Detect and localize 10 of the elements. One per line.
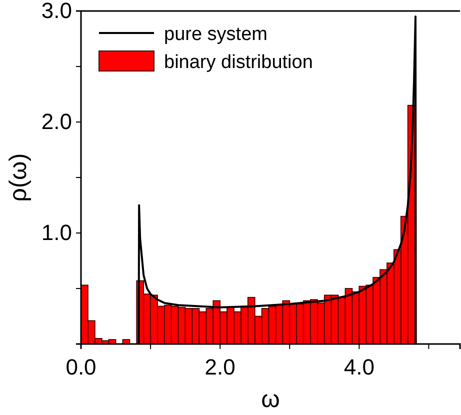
legend-label: pure system (164, 24, 268, 45)
y-axis-title: ρ(ω) (5, 153, 32, 202)
x-axis-title: ω (261, 386, 280, 413)
x-tick-label: 0.0 (66, 354, 96, 380)
y-tick-label: 3.0 (41, 0, 72, 24)
x-tick-label: 2.0 (204, 354, 236, 380)
y-tick-label: 1.0 (41, 220, 72, 246)
x-tick-label: 4.0 (344, 354, 374, 380)
y-tick-label: 2.0 (41, 109, 72, 134)
legend-label: binary distribution (164, 52, 313, 73)
